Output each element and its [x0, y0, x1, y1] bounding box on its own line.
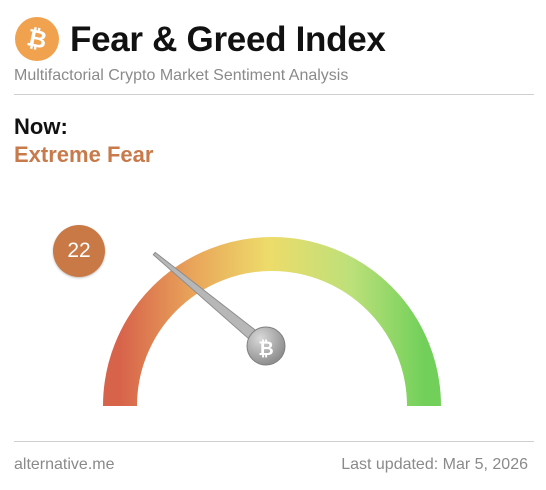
sentiment-classification: Extreme Fear [14, 142, 154, 167]
gauge-arc [103, 237, 441, 407]
bitcoin-icon: ₿ [258, 339, 273, 360]
bitcoin-icon: ₿ [15, 17, 59, 61]
now-label: Now: [14, 114, 68, 139]
page-subtitle: Multifactorial Crypto Market Sentiment A… [14, 67, 349, 84]
index-value-badge: 22 [53, 225, 105, 277]
sentiment-gauge: ₿ [103, 237, 441, 407]
header: ₿ Fear & Greed Index [14, 14, 534, 64]
last-updated: Last updated: Mar 5, 2026 [341, 456, 528, 473]
header-divider [14, 94, 534, 95]
source-link[interactable]: alternative.me [14, 456, 115, 473]
page-title: Fear & Greed Index [70, 20, 386, 59]
footer-divider [14, 441, 534, 442]
gauge-hub [246, 326, 286, 366]
